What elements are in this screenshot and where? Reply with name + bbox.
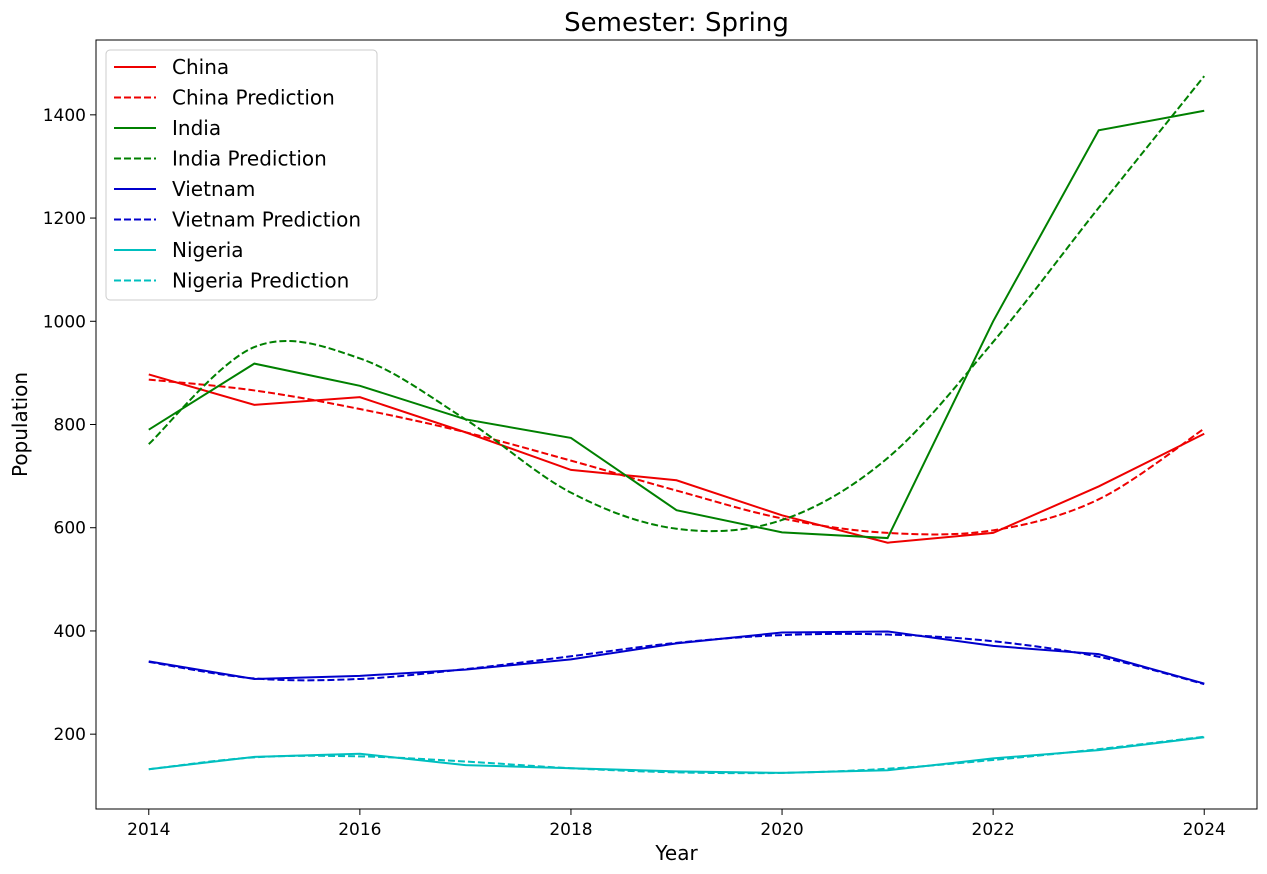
series-lines (148, 75, 1206, 775)
x-tick-label-2020: 2020 (760, 820, 803, 840)
legend-label-china-prediction: China Prediction (172, 86, 335, 110)
series-line-nigeria (148, 736, 1205, 774)
x-tick-label-2022: 2022 (972, 820, 1015, 840)
series-line-china-prediction (148, 378, 1205, 536)
legend-label-vietnam-prediction: Vietnam Prediction (172, 208, 361, 232)
x-axis: 2014 2016 2018 2020 2022 2024 (127, 809, 1226, 840)
legend: China China Prediction India India Predicti… (105, 49, 378, 301)
y-tick-label-800: 800 (54, 416, 86, 436)
legend-label-india: India (172, 116, 221, 140)
y-tick-label-1200: 1200 (43, 209, 86, 229)
y-tick-label-200: 200 (54, 725, 86, 745)
x-axis-label: Year (654, 841, 698, 865)
legend-label-nigeria: Nigeria (172, 238, 244, 262)
legend-label-india-prediction: India Prediction (172, 147, 327, 171)
series-line-vietnam-prediction (148, 632, 1205, 686)
chart-title: Semester: Spring (564, 8, 789, 38)
y-tick-label-1000: 1000 (43, 312, 86, 332)
y-axis: 200 400 600 800 1000 1200 1400 (43, 106, 96, 745)
x-tick-label-2024: 2024 (1183, 820, 1226, 840)
y-tick-label-400: 400 (54, 622, 86, 642)
x-tick-label-2016: 2016 (338, 820, 381, 840)
legend-label-china: China (172, 55, 229, 79)
series-line-india (148, 109, 1205, 540)
y-tick-label-1400: 1400 (43, 106, 86, 126)
x-tick-label-2014: 2014 (127, 820, 170, 840)
y-axis-label: Population (8, 372, 32, 477)
series-line-india-prediction (148, 75, 1206, 533)
legend-label-vietnam: Vietnam (172, 177, 255, 201)
y-tick-label-600: 600 (54, 519, 86, 539)
legend-box (105, 49, 378, 301)
legend-label-nigeria-prediction: Nigeria Prediction (172, 269, 349, 293)
series-line-china (148, 373, 1205, 544)
x-tick-label-2018: 2018 (549, 820, 592, 840)
series-line-vietnam (148, 630, 1205, 685)
